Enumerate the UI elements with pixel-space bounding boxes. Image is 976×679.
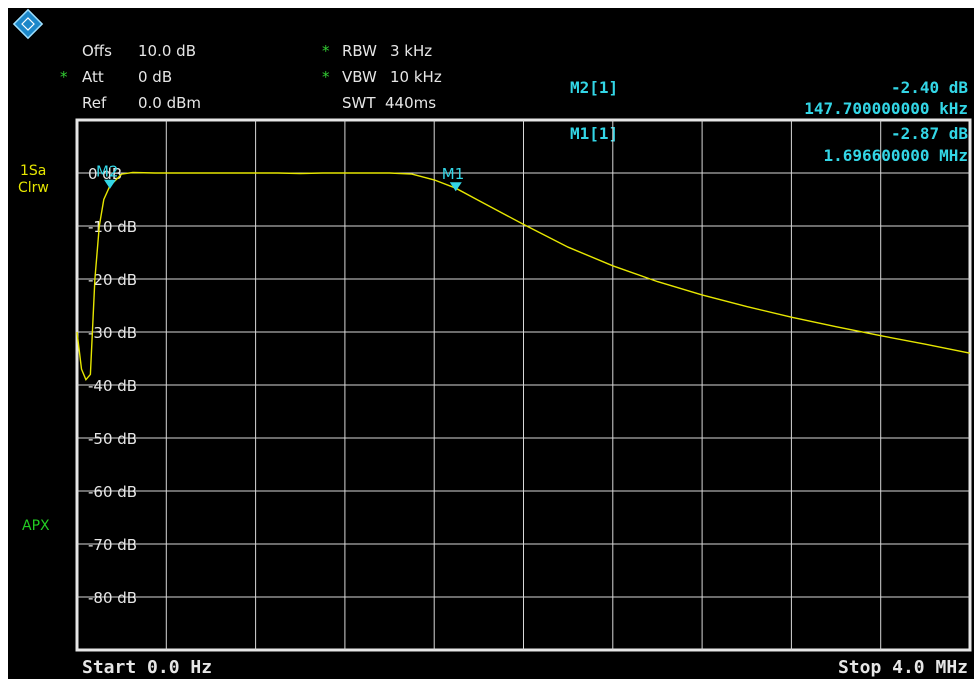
marker-label-m2: M2 [96,163,119,181]
marker-symbols: M1 M2 [96,163,465,192]
offs-label: Offs [82,42,112,60]
y-tick-labels: 0 dB -10 dB -20 dB -30 dB -40 dB -50 dB -60 dB… [88,165,137,607]
vbw-value: 10 kHz [390,68,442,86]
y-tick-label: -50 dB [88,430,137,448]
offs-value: 10.0 dB [138,42,196,60]
marker-2-name: M2[1] [570,78,618,97]
marker-triangle-m1 [449,182,462,192]
trace-line [76,171,971,382]
marker-1-frequency: 1.696600000 MHz [824,146,969,165]
marker-2-level: -2.40 dB [891,78,968,97]
y-tick-label: -30 dB [88,324,137,342]
marker-triangle-m2 [103,179,116,189]
detector-label: APX [22,518,50,534]
vbw-label: VBW [342,68,377,86]
ref-label: Ref [82,94,107,112]
marker-label-m1: M1 [442,165,465,183]
y-tick-label: -10 dB [88,218,137,236]
stop-frequency-label: Stop 4.0 MHz [838,657,968,678]
y-tick-label: -70 dB [88,536,137,554]
y-tick-label: -20 dB [88,271,137,289]
marker-1-level: -2.87 dB [891,124,968,143]
swt-label: SWT [342,94,376,112]
rbw-star: * [322,42,330,60]
att-label: Att [82,68,104,86]
y-tick-label: -40 dB [88,377,137,395]
vbw-star: * [322,68,330,86]
rbw-label: RBW [342,42,377,60]
att-star: * [60,68,68,86]
plot-area: 0 dB -10 dB -20 dB -30 dB -40 dB -50 dB -60 dB… [75,118,972,652]
rbw-value: 3 kHz [390,42,432,60]
swt-value: 440ms [385,94,436,112]
trace-count-label: 1Sa [20,163,46,179]
ref-value: 0.0 dBm [138,94,201,112]
start-frequency-label: Start 0.0 Hz [82,657,212,678]
y-tick-label: -80 dB [88,589,137,607]
y-tick-label: -60 dB [88,483,137,501]
marker-1-name: M1[1] [570,124,618,143]
rohde-schwarz-logo-icon [12,8,44,40]
trace-mode-label: Clrw [18,180,49,196]
att-value: 0 dB [138,68,172,86]
marker-2-frequency: 147.700000000 kHz [804,99,968,118]
y-tick-label: 0 dB [88,165,122,183]
